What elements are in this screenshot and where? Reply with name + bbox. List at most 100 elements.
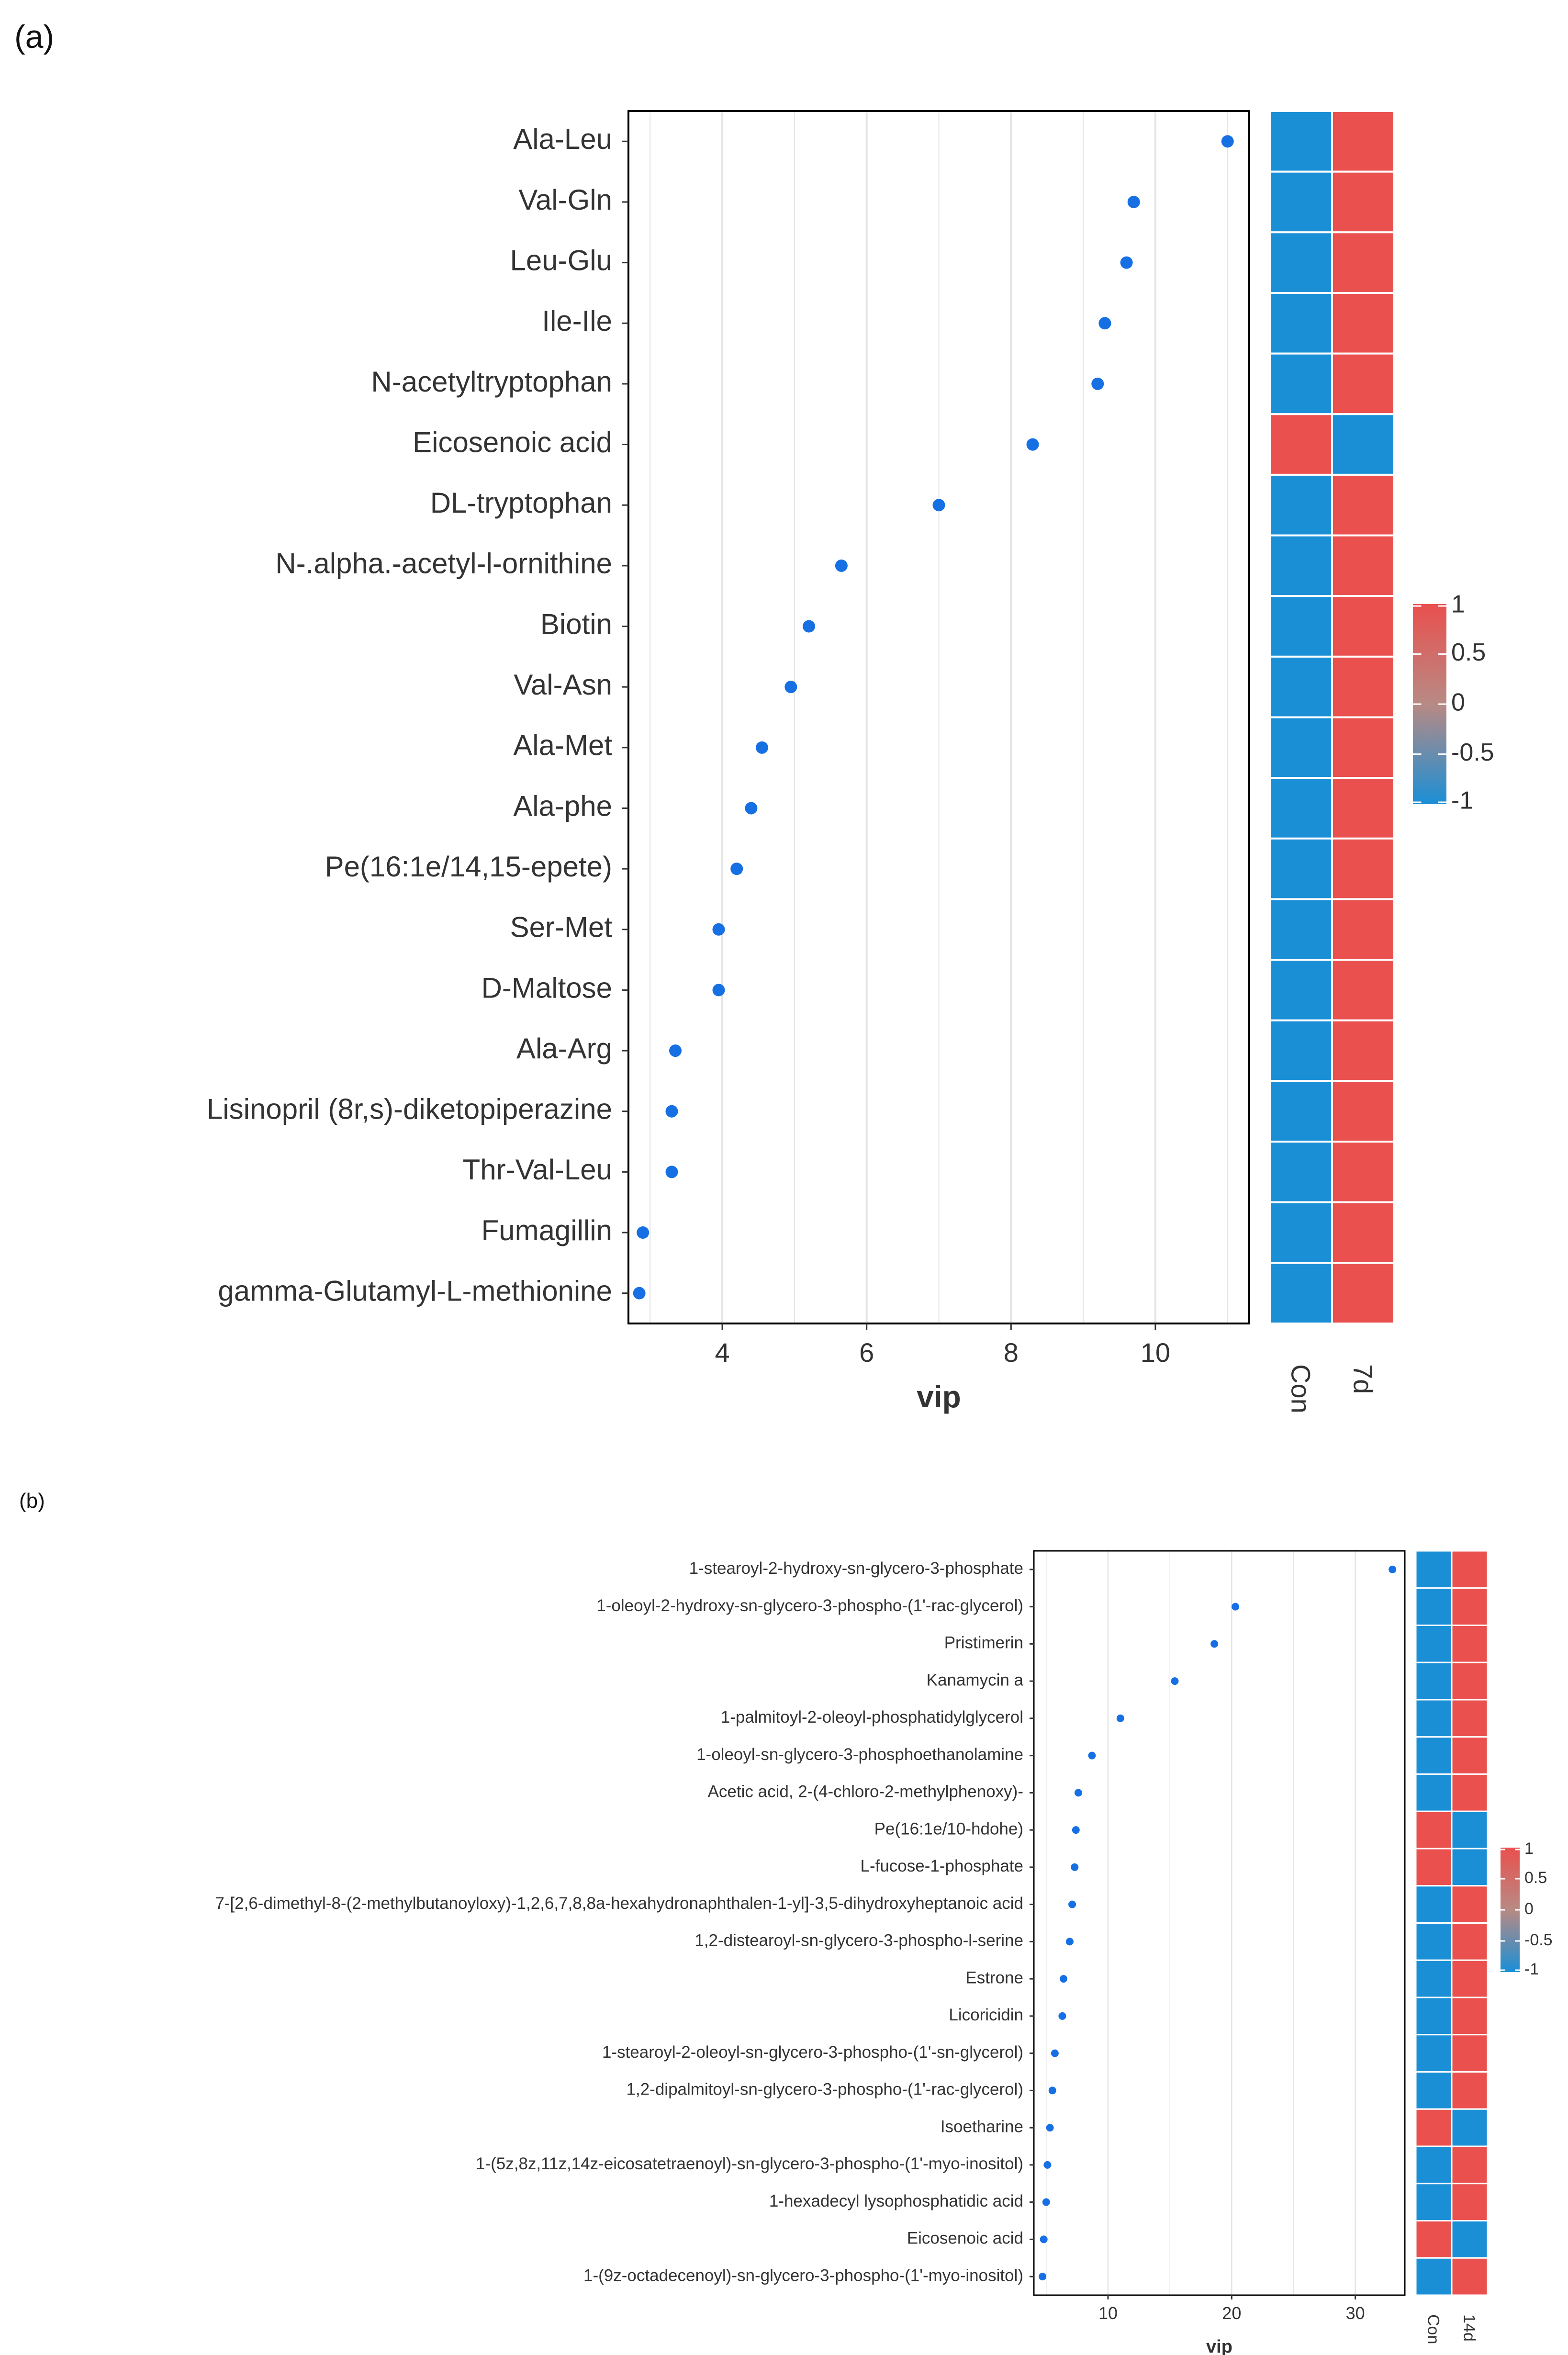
data-point	[669, 1044, 682, 1057]
heatmap-cell	[1451, 1922, 1489, 1961]
data-point	[745, 802, 758, 815]
data-point	[1389, 1565, 1397, 1573]
x-tick-label: 6	[859, 1337, 874, 1368]
category-label: 1-(5z,8z,11z,14z-eicosatetraenoyl)-sn-gl…	[476, 2154, 1023, 2173]
data-point	[1127, 195, 1140, 208]
category-label: 1,2-distearoyl-sn-glycero-3-phospho-l-se…	[694, 1931, 1023, 1950]
heatmap-cell	[1269, 1262, 1333, 1325]
heatmap-cell	[1451, 1773, 1489, 1812]
panel-b: (b) 1-stearoyl-2-hydroxy-sn-glycero-3-pho…	[19, 1489, 1553, 2355]
category-label: Ala-Leu	[513, 123, 612, 155]
heatmap-cell	[1269, 655, 1333, 718]
heatmap-cell	[1331, 777, 1395, 840]
data-point	[1039, 2273, 1047, 2281]
category-label: Lisinopril (8r,s)-diketopiperazine	[207, 1093, 612, 1125]
category-label: Licoricidin	[949, 2006, 1023, 2024]
x-tick-label: 20	[1222, 2303, 1241, 2323]
heatmap-cell	[1451, 1661, 1489, 1701]
data-point	[633, 1287, 646, 1300]
category-label: 1-(9z-octadecenoyl)-sn-glycero-3-phospho…	[583, 2266, 1023, 2285]
x-tick-label: 10	[1141, 1337, 1170, 1368]
heatmap-cell	[1331, 170, 1395, 234]
category-label: 1-oleoyl-2-hydroxy-sn-glycero-3-phospho-…	[596, 1596, 1023, 1615]
heatmap-cell	[1331, 110, 1395, 173]
x-tick-label: 10	[1098, 2303, 1118, 2323]
heatmap-cell	[1451, 1736, 1489, 1775]
heatmap-cell	[1331, 837, 1395, 900]
category-label: Ser-Met	[510, 911, 613, 943]
category-label: Eicosenoic acid	[907, 2229, 1023, 2248]
heatmap-cell	[1451, 1587, 1489, 1626]
heatmap-cell	[1415, 2145, 1453, 2185]
heatmap-column-label: 7d	[1348, 1364, 1378, 1394]
data-point	[1048, 2086, 1056, 2095]
data-point	[1060, 1975, 1067, 1983]
category-label: L-fucose-1-phosphate	[861, 1857, 1024, 1875]
heatmap-cell	[1451, 2145, 1489, 2185]
legend-label: 0	[1524, 1900, 1534, 1918]
plot-frame	[627, 110, 1250, 1324]
heatmap-cell	[1269, 231, 1333, 294]
heatmap-cell	[1451, 2220, 1489, 2259]
category-label: Ile-Ile	[542, 305, 612, 337]
heatmap-cell	[1331, 292, 1395, 355]
heatmap-cell	[1269, 534, 1333, 597]
data-point	[1046, 2124, 1054, 2132]
data-point	[1051, 2049, 1059, 2057]
data-point	[1042, 2198, 1050, 2206]
heatmap-cell	[1415, 1885, 1453, 1924]
heatmap-cell	[1415, 2220, 1453, 2259]
legend-label: -0.5	[1524, 1931, 1553, 1949]
data-point	[1088, 1751, 1096, 1760]
category-label: Ala-Arg	[516, 1032, 612, 1065]
heatmap-cell	[1331, 1019, 1395, 1082]
category-label: 1,2-dipalmitoyl-sn-glycero-3-phospho-(1'…	[627, 2080, 1023, 2099]
heatmap-cell	[1269, 777, 1333, 840]
data-point	[665, 1105, 678, 1118]
heatmap-cell	[1331, 473, 1395, 537]
category-label: N-.alpha.-acetyl-l-ornithine	[275, 548, 612, 580]
data-point	[1071, 1863, 1079, 1871]
category-label: Ala-Met	[513, 729, 612, 762]
data-point	[1043, 2161, 1052, 2169]
heatmap-cell	[1415, 1699, 1453, 1738]
heatmap-cell	[1415, 2108, 1453, 2147]
heatmap-cell	[1451, 2108, 1489, 2147]
heatmap-cell	[1331, 898, 1395, 961]
heatmap-cell	[1451, 2183, 1489, 2221]
category-label: N-acetyltryptophan	[371, 366, 612, 398]
category-label: 1-stearoyl-2-hydroxy-sn-glycero-3-phosph…	[689, 1559, 1023, 1578]
category-label: Val-Asn	[514, 669, 612, 701]
heatmap-cell	[1269, 1141, 1333, 1203]
heatmap-cell	[1415, 2257, 1453, 2296]
data-point	[730, 863, 743, 875]
heatmap-column-label: Con	[1424, 2314, 1443, 2344]
category-label: Estrone	[965, 1968, 1023, 1987]
heatmap-cell	[1269, 352, 1333, 415]
heatmap-cell	[1415, 2183, 1453, 2221]
legend-label: 1	[1524, 1839, 1534, 1858]
x-tick-label: 4	[715, 1337, 729, 1368]
heatmap-column-label: 14d	[1460, 2314, 1478, 2342]
data-point	[1210, 1640, 1219, 1648]
heatmap-cell	[1415, 2034, 1453, 2073]
category-label: Leu-Glu	[510, 244, 612, 276]
heatmap-cell	[1451, 1885, 1489, 1924]
heatmap-cell	[1269, 292, 1333, 355]
data-point	[1098, 317, 1111, 330]
plot-frame	[1033, 1550, 1406, 2296]
data-point	[784, 681, 797, 694]
category-label: Ala-phe	[513, 790, 612, 822]
data-point	[1068, 1900, 1076, 1908]
data-point	[1221, 135, 1234, 148]
category-label: 1-oleoyl-sn-glycero-3-phosphoethanolamin…	[696, 1745, 1023, 1764]
heatmap-cell	[1415, 1959, 1453, 1998]
heatmap-cell	[1331, 595, 1395, 658]
legend-label: -1	[1524, 1960, 1539, 1978]
heatmap-cell	[1269, 1019, 1333, 1082]
category-label: Val-Gln	[518, 184, 612, 216]
heatmap-cell	[1415, 1736, 1453, 1775]
heatmap-cell	[1415, 2071, 1453, 2110]
category-label: gamma-Glutamyl-L-methionine	[218, 1275, 612, 1307]
heatmap-cell	[1451, 1996, 1489, 2036]
